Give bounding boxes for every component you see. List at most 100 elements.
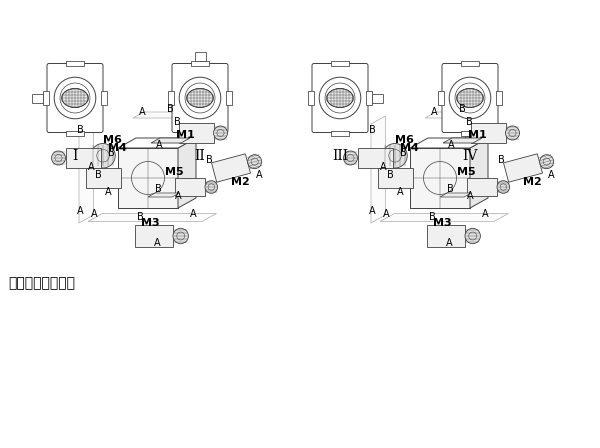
Text: M3: M3: [141, 218, 160, 228]
Bar: [43, 91, 49, 105]
Text: M4: M4: [400, 143, 419, 153]
Text: A: A: [156, 140, 163, 150]
Ellipse shape: [457, 89, 483, 108]
Polygon shape: [212, 154, 250, 182]
FancyBboxPatch shape: [312, 64, 368, 133]
Bar: [438, 91, 444, 105]
Circle shape: [214, 126, 227, 140]
Text: A: A: [190, 209, 196, 219]
Text: B: B: [77, 125, 84, 135]
Circle shape: [91, 143, 115, 168]
Text: B: B: [466, 117, 473, 127]
Text: M5: M5: [457, 167, 476, 177]
Bar: [464, 135, 476, 145]
Bar: [66, 130, 84, 135]
Text: B: B: [155, 184, 162, 194]
Text: M1: M1: [176, 130, 195, 140]
Polygon shape: [358, 148, 392, 168]
Polygon shape: [135, 225, 173, 247]
Text: A: A: [88, 162, 95, 172]
Bar: [101, 91, 107, 105]
Circle shape: [539, 155, 554, 168]
Text: M2: M2: [523, 177, 542, 187]
Text: I: I: [73, 148, 77, 163]
Text: B: B: [174, 117, 181, 127]
Text: A: A: [548, 170, 554, 180]
Circle shape: [173, 228, 188, 244]
Polygon shape: [148, 193, 179, 197]
Text: B: B: [95, 170, 102, 180]
Text: A: A: [467, 191, 473, 201]
Text: A: A: [154, 238, 161, 248]
Polygon shape: [79, 116, 94, 223]
Text: M6: M6: [395, 135, 414, 145]
Polygon shape: [410, 138, 488, 148]
Text: A: A: [446, 238, 452, 248]
Text: M5: M5: [165, 167, 184, 177]
Bar: [461, 60, 479, 65]
Circle shape: [497, 181, 509, 193]
Text: A: A: [369, 206, 376, 216]
Polygon shape: [427, 225, 465, 247]
Bar: [372, 94, 383, 103]
Polygon shape: [118, 148, 178, 208]
Text: M4: M4: [108, 143, 127, 153]
Text: A: A: [383, 209, 389, 219]
Polygon shape: [470, 138, 488, 208]
Polygon shape: [467, 178, 497, 196]
Circle shape: [465, 228, 481, 244]
Bar: [308, 91, 314, 105]
Circle shape: [52, 151, 65, 165]
Circle shape: [383, 143, 407, 168]
Text: A: A: [175, 191, 182, 201]
Bar: [366, 91, 372, 105]
Circle shape: [205, 181, 218, 193]
Text: A: A: [448, 140, 455, 150]
Polygon shape: [377, 168, 413, 188]
Polygon shape: [503, 154, 542, 182]
Polygon shape: [133, 112, 183, 118]
Text: IV: IV: [463, 148, 478, 163]
Text: A: A: [256, 170, 263, 180]
Polygon shape: [118, 138, 196, 148]
Text: B: B: [458, 104, 465, 114]
Bar: [191, 130, 209, 135]
Text: A: A: [105, 187, 112, 197]
Text: III: III: [332, 148, 348, 163]
Text: A: A: [397, 187, 404, 197]
Bar: [496, 91, 502, 105]
Polygon shape: [178, 138, 196, 208]
Ellipse shape: [327, 89, 353, 108]
Text: B: B: [108, 148, 115, 158]
Text: A: A: [77, 206, 84, 216]
Polygon shape: [88, 214, 217, 221]
Text: B: B: [387, 170, 394, 180]
Ellipse shape: [62, 89, 88, 108]
Polygon shape: [151, 138, 190, 143]
Polygon shape: [425, 112, 475, 118]
Text: B: B: [167, 104, 173, 114]
Polygon shape: [410, 148, 470, 208]
Text: A: A: [431, 107, 437, 117]
Text: 电机接线盒位置：: 电机接线盒位置：: [8, 276, 75, 290]
Bar: [331, 130, 349, 135]
Text: M6: M6: [103, 135, 122, 145]
Text: M1: M1: [468, 130, 487, 140]
Text: A: A: [482, 209, 488, 219]
Circle shape: [505, 126, 520, 140]
Text: B: B: [137, 212, 144, 222]
Text: A: A: [139, 107, 145, 117]
Text: II: II: [194, 148, 205, 163]
FancyBboxPatch shape: [442, 64, 498, 133]
Text: B: B: [447, 184, 454, 194]
Circle shape: [343, 151, 358, 165]
Polygon shape: [179, 123, 214, 143]
Bar: [191, 60, 209, 65]
Text: A: A: [91, 209, 97, 219]
Text: B: B: [369, 125, 376, 135]
Polygon shape: [443, 138, 482, 143]
Ellipse shape: [187, 89, 213, 108]
Text: A: A: [380, 162, 386, 172]
Polygon shape: [65, 148, 101, 168]
Bar: [331, 60, 349, 65]
